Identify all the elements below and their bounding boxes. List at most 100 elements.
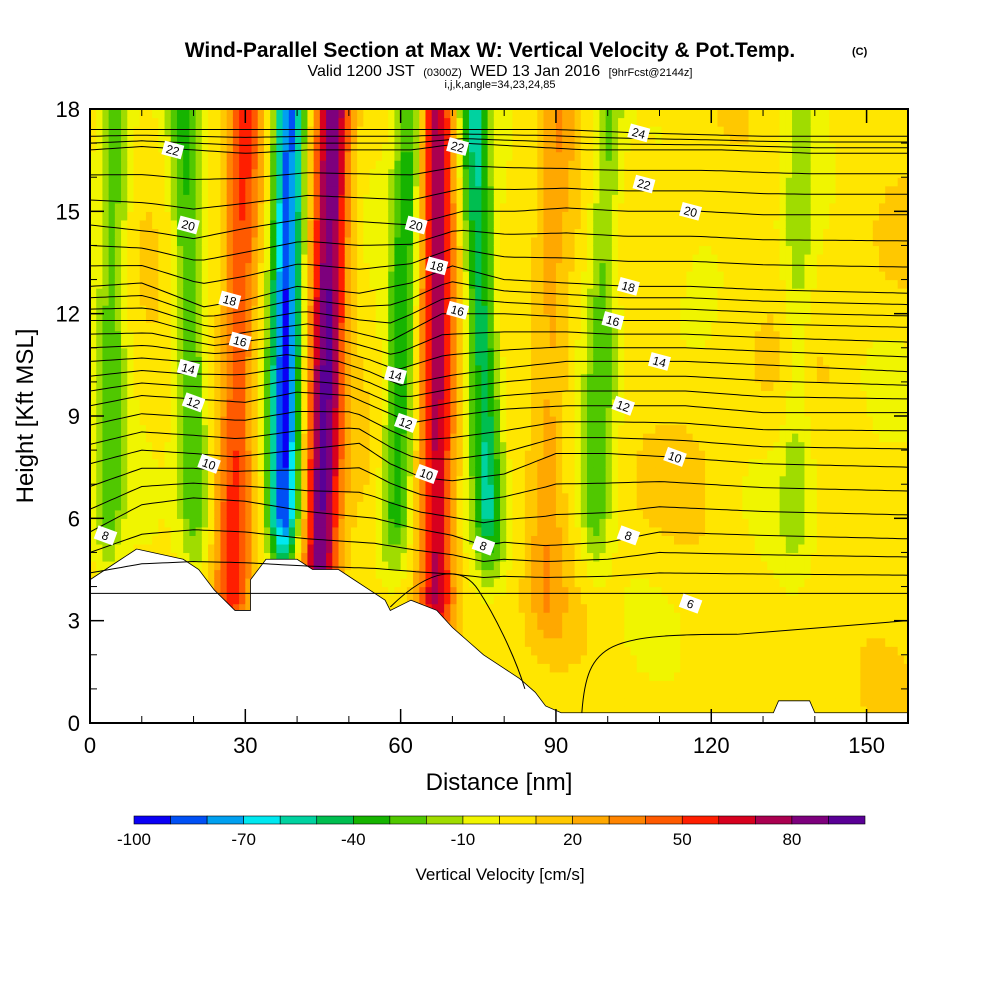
velocity-cell: [487, 416, 495, 426]
velocity-cell: [475, 467, 482, 477]
velocity-cell: [164, 441, 172, 451]
velocity-cell: [257, 202, 265, 212]
velocity-cell: [183, 288, 191, 298]
velocity-cell: [481, 271, 489, 281]
velocity-cell: [357, 441, 364, 451]
velocity-cell: [363, 160, 371, 170]
velocity-cell: [475, 433, 482, 443]
velocity-cell: [493, 253, 501, 264]
velocity-cell: [96, 143, 104, 153]
velocity-cell: [282, 526, 290, 536]
velocity-cell: [288, 117, 296, 127]
velocity-cell: [145, 143, 153, 153]
velocity-cell: [313, 416, 321, 426]
velocity-cell: [357, 518, 364, 528]
velocity-cell: [425, 560, 433, 571]
velocity-cell: [500, 390, 507, 400]
velocity-cell: [90, 168, 97, 178]
velocity-cell: [326, 416, 333, 426]
velocity-cell: [214, 347, 222, 357]
velocity-cell: [270, 160, 277, 170]
velocity-cell: [350, 143, 358, 153]
velocity-cell: [487, 262, 495, 272]
velocity-cell: [270, 279, 277, 289]
velocity-cell: [127, 526, 135, 536]
velocity-cell: [481, 322, 489, 332]
velocity-cell: [456, 450, 464, 460]
velocity-cell: [239, 552, 246, 562]
velocity-cell: [400, 228, 408, 238]
velocity-cell: [164, 228, 172, 238]
velocity-cell: [518, 663, 526, 673]
velocity-cell: [369, 543, 377, 554]
velocity-cell: [456, 569, 464, 579]
velocity-cell: [208, 475, 215, 485]
velocity-cell: [226, 202, 234, 212]
velocity-cell: [462, 458, 470, 468]
velocity-cell: [487, 364, 495, 374]
velocity-cell: [127, 305, 135, 315]
velocity-cell: [257, 330, 265, 340]
velocity-cell: [413, 202, 420, 212]
velocity-cell: [270, 245, 277, 255]
velocity-cell: [369, 569, 377, 579]
velocity-cell: [145, 219, 153, 229]
velocity-cell: [413, 509, 420, 519]
velocity-cell: [400, 185, 408, 195]
velocity-cell: [295, 143, 302, 153]
velocity-cell: [214, 322, 222, 332]
velocity-cell: [413, 501, 420, 511]
velocity-cell: [493, 194, 501, 204]
velocity-cell: [388, 569, 396, 579]
velocity-cell: [381, 450, 389, 460]
velocity-cell: [375, 526, 383, 536]
velocity-cell: [263, 543, 271, 554]
velocity-cell: [295, 390, 302, 400]
velocity-cell: [319, 117, 327, 127]
velocity-cell: [437, 288, 445, 298]
velocity-cell: [450, 228, 458, 238]
velocity-cell: [481, 160, 489, 170]
velocity-cell: [456, 433, 464, 443]
velocity-cell: [475, 595, 482, 605]
velocity-cell: [127, 322, 135, 332]
velocity-cell: [282, 543, 290, 554]
velocity-cell: [245, 185, 253, 195]
velocity-cell: [475, 552, 482, 562]
velocity-cell: [270, 475, 277, 485]
velocity-cell: [462, 569, 470, 579]
velocity-cell: [363, 109, 371, 119]
velocity-cell: [481, 364, 489, 374]
velocity-cell: [263, 288, 271, 298]
velocity-cell: [450, 501, 458, 511]
velocity-cell: [369, 484, 377, 494]
velocity-cell: [444, 467, 451, 477]
velocity-cell: [245, 416, 253, 426]
velocity-cell: [170, 296, 178, 306]
velocity-cell: [257, 305, 265, 315]
velocity-cell: [400, 381, 408, 392]
velocity-cell: [313, 330, 321, 340]
velocity-cell: [164, 330, 172, 340]
velocity-cell: [332, 467, 340, 477]
velocity-cell: [307, 245, 315, 255]
velocity-cell: [152, 313, 159, 323]
velocity-cell: [133, 330, 141, 340]
chart-subtitle: Valid 1200 JST (0300Z) WED 13 Jan 2016 […: [307, 63, 692, 80]
velocity-cell: [450, 509, 458, 519]
velocity-cell: [257, 339, 265, 349]
velocity-cell: [239, 535, 246, 545]
velocity-cell: [388, 578, 396, 588]
velocity-cell: [375, 467, 383, 477]
velocity-cell: [444, 253, 451, 264]
velocity-cell: [481, 646, 489, 656]
velocity-cell: [431, 543, 439, 554]
velocity-cell: [413, 560, 420, 571]
velocity-cell: [183, 151, 191, 161]
velocity-cell: [369, 398, 377, 409]
velocity-cell: [462, 612, 470, 622]
velocity-cell: [357, 526, 364, 536]
velocity-cell: [431, 441, 439, 451]
velocity-cell: [189, 322, 197, 332]
velocity-cell: [195, 134, 203, 144]
